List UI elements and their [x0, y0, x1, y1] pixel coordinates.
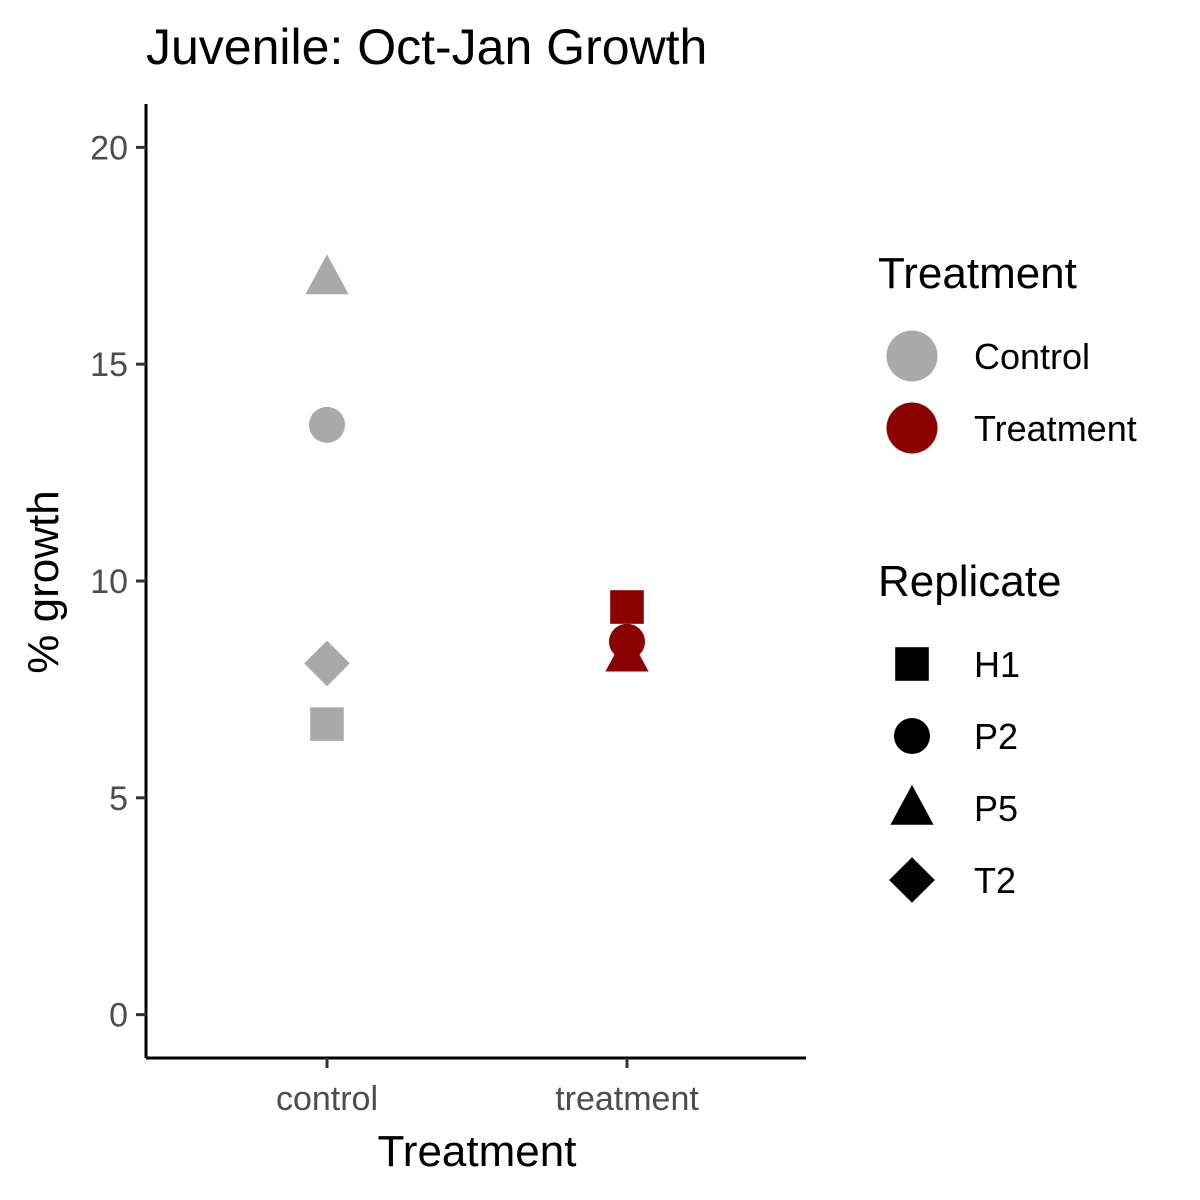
legend-label: H1 — [974, 644, 1020, 685]
y-tick-label: 15 — [90, 346, 128, 384]
chart-title: Juvenile: Oct-Jan Growth — [146, 19, 707, 75]
legend-key-h1 — [895, 647, 929, 681]
data-points — [304, 254, 649, 741]
y-axis-title: % growth — [19, 490, 68, 673]
y-tick-label: 10 — [90, 563, 128, 601]
data-point — [605, 631, 649, 672]
data-point — [309, 406, 345, 443]
y-axis: 0 5 10 15 20 — [90, 104, 148, 1058]
legend-key-control — [886, 330, 938, 382]
x-tick-label: treatment — [555, 1080, 699, 1118]
data-point — [305, 254, 349, 295]
legend-key-treatment — [886, 402, 938, 454]
y-tick-label: 5 — [109, 780, 128, 818]
x-tick-label: control — [276, 1080, 378, 1118]
legend-label: P2 — [974, 716, 1018, 757]
legend-treatment: Treatment Control Treatment — [878, 249, 1137, 454]
legend-key-p2 — [894, 718, 930, 754]
legend-replicate: Replicate H1 P2 P5 T2 — [878, 557, 1061, 903]
legend-replicate-title: Replicate — [878, 557, 1061, 606]
legend-key-t2 — [889, 857, 935, 903]
x-axis-title: Treatment — [378, 1127, 577, 1176]
data-point — [304, 640, 350, 687]
y-tick-label: 0 — [109, 997, 128, 1035]
y-tick-label: 20 — [90, 129, 128, 167]
legend-label: P5 — [974, 788, 1018, 829]
legend-label: Treatment — [974, 408, 1137, 449]
legend-label: T2 — [974, 860, 1016, 901]
x-axis: control treatment — [146, 1056, 806, 1118]
data-point — [310, 707, 344, 741]
legend-label: Control — [974, 336, 1090, 377]
data-point — [610, 590, 644, 624]
legend-treatment-title: Treatment — [878, 249, 1077, 298]
legend-key-p5 — [890, 784, 934, 825]
